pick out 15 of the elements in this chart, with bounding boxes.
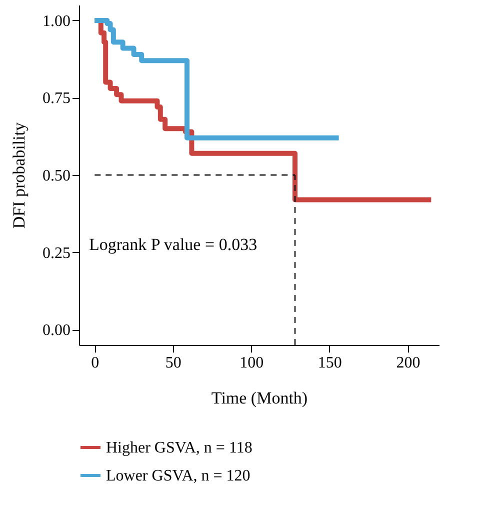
annotation: Logrank P value = 0.033 [89, 235, 258, 254]
y-tick-label: 0.50 [42, 168, 70, 184]
y-tick-label: 0.25 [42, 244, 70, 262]
x-tick-label: 150 [318, 354, 342, 372]
y-axis-title: DFI probability [10, 122, 28, 229]
x-tick-label: 0 [91, 354, 100, 372]
x-tick-label: 50 [165, 354, 182, 372]
y-tick-label: 1.00 [42, 12, 70, 30]
x-tick-label: 200 [396, 354, 420, 372]
x-axis-title: Time (Month) [211, 388, 308, 408]
y-tick-label: 0.00 [42, 322, 70, 340]
y-tick-label: 0.75 [42, 90, 70, 108]
x-tick-label: 100 [240, 354, 264, 372]
legend-label: Lower GSVA, n = 120 [106, 468, 250, 484]
legend-label: Higher GSVA, n = 118 [106, 440, 252, 456]
